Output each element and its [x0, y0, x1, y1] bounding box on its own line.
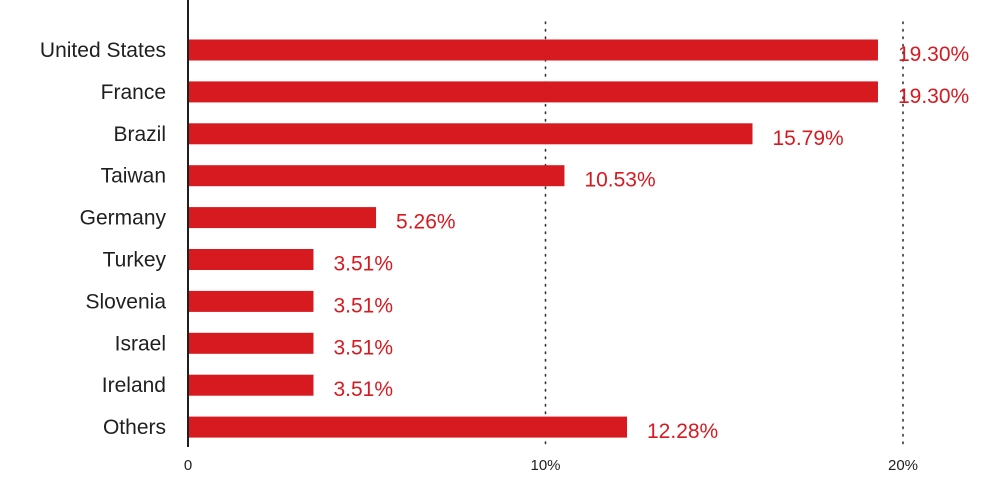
value-label-7: 3.51%	[333, 336, 393, 359]
gridlines	[544, 21, 904, 448]
x-tick-label-2: 20%	[888, 457, 918, 474]
category-label-7: Israel	[115, 332, 166, 355]
category-label-4: Germany	[80, 207, 167, 230]
labels: United States 19.30% France 19.30% Brazil 15.…	[40, 39, 969, 474]
bar-5	[188, 249, 314, 270]
category-label-3: Taiwan	[101, 165, 166, 188]
bar-9	[188, 416, 628, 438]
value-label-9: 12.28%	[647, 420, 718, 443]
category-label-8: Ireland	[102, 374, 166, 397]
category-label-9: Others	[103, 416, 166, 439]
category-label-0: United States	[40, 39, 166, 62]
value-label-6: 3.51%	[333, 294, 393, 317]
value-label-8: 3.51%	[333, 378, 393, 401]
value-label-2: 15.79%	[772, 127, 843, 150]
category-label-2: Brazil	[113, 123, 166, 146]
bar-0	[188, 39, 878, 61]
bars	[188, 39, 878, 438]
bar-2	[188, 123, 753, 145]
category-label-6: Slovenia	[85, 290, 166, 313]
value-label-0: 19.30%	[898, 43, 969, 66]
value-label-4: 5.26%	[396, 211, 456, 234]
value-label-1: 19.30%	[898, 85, 969, 108]
bar-7	[188, 332, 314, 354]
bar-3	[188, 165, 565, 187]
x-tick-label-1: 10%	[530, 457, 560, 474]
value-label-3: 10.53%	[584, 169, 655, 192]
category-label-5: Turkey	[103, 249, 167, 272]
value-label-5: 3.51%	[333, 253, 393, 276]
bar-8	[188, 374, 314, 396]
bar-1	[188, 81, 878, 103]
bar-4	[188, 207, 377, 229]
category-label-1: France	[101, 81, 166, 104]
x-tick-label-0: 0	[184, 457, 192, 474]
bar-6	[188, 290, 314, 312]
